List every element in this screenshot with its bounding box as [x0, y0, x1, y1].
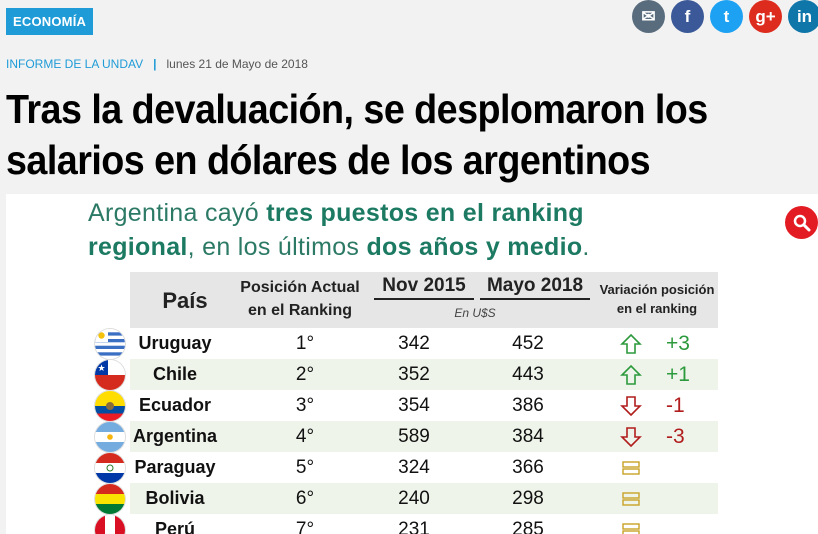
twitter-icon[interactable]: t [710, 0, 743, 33]
country-name: Argentina [132, 426, 217, 446]
table-header: País Posición Actual en el Ranking Nov 2… [130, 272, 718, 328]
ranking-variation: -3 [666, 424, 685, 448]
salary-may-2018: 452 [512, 332, 544, 354]
header-may-2018: Mayo 2018 [480, 275, 590, 300]
headline-part: regional [88, 233, 188, 261]
headline-part: . [582, 233, 590, 261]
ranking-position: 2° [295, 363, 315, 385]
salary-nov-2015: 240 [398, 487, 430, 509]
flag-uruguay-icon [95, 328, 125, 359]
table-row: ★ Chile 2° 352 443 +1 [95, 359, 718, 390]
ranking-position: 7° [295, 518, 315, 534]
flag-paraguay-icon [95, 452, 125, 483]
ranking-table: País Posición Actual en el Ranking Nov 2… [95, 272, 718, 534]
flag-bolivia-icon [95, 483, 125, 514]
flag-chile-icon: ★ [95, 359, 125, 390]
category-badge[interactable]: ECONOMÍA [6, 8, 94, 35]
salary-may-2018: 386 [512, 394, 544, 416]
social-share-bar: ✉ f t g+ in [632, 0, 818, 33]
salary-may-2018: 366 [512, 456, 544, 478]
ranking-variation: -1 [666, 393, 685, 417]
salary-may-2018: 384 [512, 425, 544, 447]
headline-part: tres puestos en el ranking [266, 199, 584, 227]
equal-icon [616, 483, 646, 514]
header-country: País [162, 288, 208, 313]
table-row: Ecuador 3° 354 386 -1 [95, 390, 718, 421]
country-name: Ecuador [138, 395, 212, 415]
article-source[interactable]: INFORME DE LA UNDAV [6, 57, 144, 71]
salary-nov-2015: 324 [398, 456, 430, 478]
ranking-variation: +3 [666, 331, 690, 355]
country-name: Perú [154, 519, 196, 534]
ranking-position: 4° [295, 425, 315, 447]
table-row: Perú 7° 231 285 [95, 514, 718, 534]
googleplus-icon[interactable]: g+ [749, 0, 782, 33]
facebook-icon[interactable]: f [671, 0, 704, 33]
ranking-position: 5° [295, 456, 315, 478]
ranking-position: 6° [295, 487, 315, 509]
headline-part: Argentina cayó [88, 199, 267, 227]
arrow-down-icon [616, 421, 646, 452]
flag-ecuador-icon [95, 390, 125, 421]
table-body: Uruguay 1° 342 452 +3 ★ Chile 2° 352 443 +1 Ecuador… [95, 328, 718, 534]
table-row: Argentina 4° 589 384 -3 [95, 421, 718, 452]
arrow-up-icon [616, 359, 646, 390]
meta-separator: | [153, 57, 157, 71]
country-name: Paraguay [134, 457, 216, 477]
ranking-position: 1° [295, 332, 315, 354]
flag-peru-icon [95, 514, 125, 534]
salary-may-2018: 285 [512, 518, 544, 534]
header-currency-note: En U$S [454, 306, 496, 320]
table-row: Uruguay 1° 342 452 +3 [95, 328, 718, 359]
arrow-down-icon [616, 390, 646, 421]
table-row: Paraguay 5° 324 366 [95, 452, 718, 483]
salary-nov-2015: 354 [398, 394, 430, 416]
svg-text:★: ★ [97, 363, 105, 373]
country-name: Chile [152, 364, 197, 384]
equal-icon [616, 514, 646, 534]
salary-nov-2015: 352 [398, 363, 430, 385]
country-name: Uruguay [138, 333, 212, 353]
header-position: Posición Actual en el Ranking [240, 279, 360, 319]
article-date: lunes 21 de Mayo de 2018 [166, 57, 308, 71]
salary-nov-2015: 231 [398, 518, 430, 534]
arrow-up-icon [616, 328, 646, 359]
country-name: Bolivia [145, 488, 205, 508]
header-variation: Variación posición en el ranking [599, 282, 715, 316]
flag-argentina-icon [95, 421, 125, 452]
table-row: Bolivia 6° 240 298 [95, 483, 718, 514]
search-icon [793, 214, 810, 231]
linkedin-icon[interactable]: in [788, 0, 818, 33]
article-title: Tras la devaluación, se desplomaron los … [6, 86, 708, 183]
article-meta: INFORME DE LA UNDAV | lunes 21 de Mayo d… [6, 57, 308, 71]
ranking-variation: +1 [666, 362, 690, 386]
headline-part: , en los últimos [187, 233, 367, 261]
ranking-position: 3° [295, 394, 315, 416]
headline-part: dos años y medio [366, 233, 583, 261]
zoom-button[interactable] [785, 206, 818, 239]
equal-icon [616, 452, 646, 483]
infographic-headline: Argentina cayó tres puestos en el rankin… [88, 196, 728, 264]
salary-may-2018: 298 [512, 487, 544, 509]
salary-nov-2015: 342 [398, 332, 430, 354]
header-nov-2015: Nov 2015 [374, 275, 474, 300]
email-icon[interactable]: ✉ [632, 0, 665, 33]
salary-may-2018: 443 [512, 363, 544, 385]
salary-ranking-infographic[interactable]: Argentina cayó tres puestos en el rankin… [6, 194, 818, 534]
salary-nov-2015: 589 [398, 425, 430, 447]
